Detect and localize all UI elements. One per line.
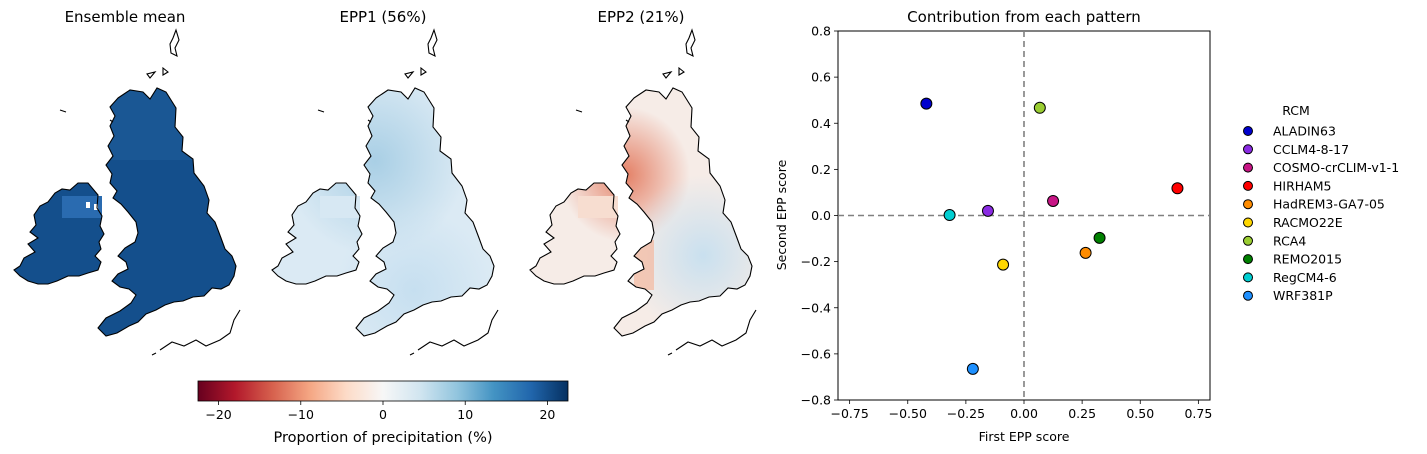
map-fill-nireland bbox=[320, 196, 360, 218]
shetland-islands bbox=[662, 28, 696, 79]
y-tick-label: 0.6 bbox=[811, 70, 831, 85]
map-fill-nireland bbox=[62, 196, 102, 218]
scatter-point bbox=[997, 258, 1010, 271]
scatter-point bbox=[1033, 101, 1046, 114]
legend-label: RegCM4-6 bbox=[1273, 270, 1337, 285]
shetland-islands bbox=[146, 28, 180, 79]
legend-label: CCLM4-8-17 bbox=[1273, 142, 1349, 157]
legend-marker bbox=[1243, 290, 1253, 301]
scatter-point bbox=[981, 204, 994, 217]
south-coast-line bbox=[159, 309, 241, 351]
chart-title: Contribution from each pattern bbox=[907, 8, 1141, 26]
colorbar-tick-label: 10 bbox=[457, 407, 473, 422]
y-tick-label: −0.8 bbox=[801, 393, 831, 408]
legend-marker bbox=[1243, 199, 1253, 210]
scatter-points bbox=[920, 97, 1184, 375]
legend-title: RCM bbox=[1282, 103, 1310, 118]
map-title: Ensemble mean bbox=[65, 8, 186, 26]
map-title: EPP1 (56%) bbox=[340, 8, 427, 26]
legend: RCM ALADIN63 CCLM4-8-17 COSMO-crCLIM-v1-1 H… bbox=[1243, 103, 1399, 303]
small-islands bbox=[575, 109, 673, 356]
y-tick-label: −0.4 bbox=[801, 300, 831, 315]
legend-label: HIRHAM5 bbox=[1273, 178, 1331, 193]
map-fill-wales bbox=[634, 240, 654, 290]
x-tick-label: −0.25 bbox=[947, 406, 985, 421]
map-panel-mean: Ensemble mean bbox=[13, 8, 241, 356]
legend-label: RACMO22E bbox=[1273, 215, 1343, 230]
colorbar-ticks: −20 −10 0 10 20 bbox=[205, 401, 555, 422]
x-axis-label: First EPP score bbox=[979, 429, 1070, 444]
legend-label: COSMO-crCLIM-v1-1 bbox=[1273, 160, 1399, 175]
legend-marker bbox=[1243, 217, 1253, 228]
legend-marker bbox=[1243, 254, 1253, 265]
x-tick-label: 0.00 bbox=[1010, 406, 1038, 421]
shetland-islands bbox=[404, 28, 438, 79]
colorbar-tick-label: 20 bbox=[539, 407, 555, 422]
uk-map bbox=[13, 28, 241, 356]
colorbar-tick-label: 0 bbox=[379, 407, 387, 422]
legend-marker bbox=[1243, 162, 1253, 173]
legend-marker bbox=[1243, 272, 1253, 283]
small-islands bbox=[59, 109, 157, 356]
colorbar: −20 −10 0 10 20 Proportion of precipitation … bbox=[197, 380, 569, 446]
legend-label: WRF381P bbox=[1273, 288, 1333, 303]
reference-lines bbox=[838, 31, 1210, 400]
legend-label: ALADIN63 bbox=[1273, 124, 1336, 139]
map-fill-north bbox=[100, 88, 220, 160]
y-tick-label: −0.2 bbox=[801, 254, 831, 269]
colorbar-gradient bbox=[197, 380, 569, 402]
colorbar-tick-label: −10 bbox=[288, 407, 314, 422]
colorbar-tick-label: −20 bbox=[205, 407, 231, 422]
scatter-point bbox=[943, 209, 956, 222]
map-fill-nireland bbox=[578, 196, 618, 218]
map-panel-epp2: EPP2 (21%) bbox=[529, 8, 757, 356]
south-coast-line bbox=[417, 309, 499, 351]
y-tick-label: 0.2 bbox=[811, 162, 831, 177]
x-axis-ticks: −0.75 −0.50 −0.25 0.00 0.25 0.50 0.75 bbox=[830, 400, 1212, 421]
y-tick-label: 0.4 bbox=[811, 116, 831, 131]
x-tick-label: 0.75 bbox=[1184, 406, 1212, 421]
uk-map bbox=[529, 28, 757, 356]
y-tick-label: −0.6 bbox=[801, 346, 831, 361]
map-panel-epp1: EPP1 (56%) bbox=[271, 8, 499, 356]
map-masked-cell bbox=[94, 204, 98, 210]
scatter-point bbox=[1047, 194, 1060, 207]
y-axis-label: Second EPP score bbox=[774, 159, 789, 270]
uk-map bbox=[271, 28, 499, 356]
x-tick-label: 0.25 bbox=[1068, 406, 1096, 421]
legend-label: HadREM3-GA7-05 bbox=[1273, 197, 1385, 212]
y-tick-label: 0.0 bbox=[811, 208, 831, 223]
scatter-point bbox=[1079, 246, 1092, 259]
map-title: EPP2 (21%) bbox=[598, 8, 685, 26]
legend-marker bbox=[1243, 235, 1253, 246]
map-masked-cell bbox=[86, 202, 90, 208]
x-tick-label: −0.50 bbox=[889, 406, 927, 421]
x-tick-label: 0.50 bbox=[1126, 406, 1154, 421]
south-coast-line bbox=[675, 309, 757, 351]
legend-label: REMO2015 bbox=[1273, 252, 1342, 267]
colorbar-label: Proportion of precipitation (%) bbox=[273, 430, 492, 446]
y-tick-label: 0.8 bbox=[811, 24, 831, 39]
legend-label: RCA4 bbox=[1273, 233, 1306, 248]
y-axis-ticks: −0.8 −0.6 −0.4 −0.2 0.0 0.2 0.4 0.6 0.8 bbox=[801, 24, 838, 408]
scatter-chart: Contribution from each pattern −0.75 −0.5… bbox=[774, 8, 1212, 444]
scatter-point bbox=[1093, 231, 1106, 244]
small-islands bbox=[317, 109, 415, 356]
legend-marker bbox=[1243, 144, 1253, 155]
x-tick-label: −0.75 bbox=[830, 406, 868, 421]
legend-marker bbox=[1243, 180, 1253, 191]
legend-items: ALADIN63 CCLM4-8-17 COSMO-crCLIM-v1-1 HIRHA… bbox=[1243, 124, 1399, 303]
legend-marker bbox=[1243, 126, 1253, 136]
scatter-point bbox=[1171, 182, 1184, 195]
scatter-point bbox=[966, 362, 979, 375]
scatter-point bbox=[920, 97, 933, 110]
